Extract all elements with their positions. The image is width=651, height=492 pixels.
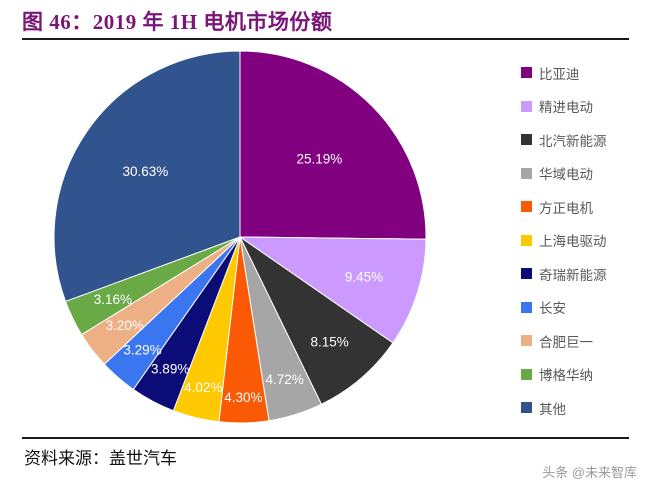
- legend-item[interactable]: 博格华纳: [521, 358, 645, 392]
- legend-item-label: 上海电驱动: [539, 234, 607, 250]
- legend-item[interactable]: 合肥巨一: [521, 324, 645, 358]
- legend-item[interactable]: 比亚迪: [521, 56, 645, 90]
- pie-slice-label: 3.20%: [106, 318, 144, 333]
- legend-color-swatch: [521, 402, 532, 414]
- pie-slice-label: 4.30%: [224, 390, 262, 405]
- legend-item[interactable]: 上海电驱动: [521, 224, 645, 258]
- legend-item[interactable]: 长安: [521, 291, 645, 325]
- legend-item-label: 奇瑞新能源: [539, 267, 607, 283]
- legend-color-swatch: [521, 368, 532, 380]
- legend-color-swatch: [521, 167, 532, 179]
- legend-item-label: 方正电机: [539, 200, 593, 216]
- legend-item-label: 华域电动: [539, 167, 593, 183]
- title-divider: [22, 38, 629, 40]
- chart-legend: 比亚迪精进电动北汽新能源华域电动方正电机上海电驱动奇瑞新能源长安合肥巨一博格华纳…: [521, 56, 645, 425]
- pie-slice-label: 3.29%: [123, 342, 161, 357]
- legend-color-swatch: [521, 67, 532, 79]
- legend-color-swatch: [521, 201, 532, 213]
- pie-slice[interactable]: [238, 235, 394, 405]
- legend-item[interactable]: 其他: [521, 391, 645, 425]
- watermark: 头条 @未来智库: [542, 465, 637, 480]
- pie-labels-group: 25.19% 9.45% 8.15% 4.72%4.30%4.02% 3.89% 3.29…: [94, 152, 383, 405]
- pie-slice[interactable]: [239, 50, 427, 240]
- legend-item-label: 其他: [539, 401, 566, 417]
- pie-slice-label: 9.45%: [345, 270, 383, 285]
- pie-slice-label: 3.89%: [151, 361, 189, 376]
- legend-item[interactable]: 华域电动: [521, 157, 645, 191]
- legend-color-swatch: [521, 301, 532, 313]
- pie-slice-label: 3.16%: [94, 292, 132, 307]
- legend-color-swatch: [521, 268, 532, 280]
- pie-slice-label: 4.72%: [265, 372, 303, 387]
- legend-item-label: 合肥巨一: [539, 334, 593, 350]
- legend-color-swatch: [521, 134, 532, 146]
- pie-slice[interactable]: [238, 236, 427, 344]
- legend-item-label: 比亚迪: [539, 66, 580, 82]
- legend-color-swatch: [521, 234, 532, 246]
- legend-item-label: 北汽新能源: [539, 133, 607, 149]
- pie-chart-plot-area: 25.19% 9.45% 8.15% 4.72% 4.30% 4.02% 3.89% 3.29…: [30, 42, 490, 438]
- page-title: 图 46：2019 年 1H 电机市场份额: [22, 10, 333, 34]
- legend-item-label: 博格华纳: [539, 368, 593, 384]
- legend-item[interactable]: 精进电动: [521, 90, 645, 124]
- legend-color-swatch: [521, 100, 532, 112]
- legend-item-label: 精进电动: [539, 100, 593, 116]
- pie-chart-svg: 25.19% 9.45% 8.15% 4.72%4.30%4.02% 3.89% 3.29…: [53, 50, 427, 424]
- pie-slice-label: 4.02%: [184, 380, 222, 395]
- source-note: 资料来源：盖世汽车: [24, 449, 177, 468]
- pie-slice-label: 25.19%: [297, 152, 343, 167]
- legend-item[interactable]: 奇瑞新能源: [521, 257, 645, 291]
- footer-divider: [22, 437, 629, 439]
- pie-slice-label: 30.63%: [123, 164, 169, 179]
- pie-slice[interactable]: [53, 50, 241, 303]
- legend-item-label: 长安: [539, 301, 566, 317]
- pie-slice-label: 8.15%: [310, 335, 348, 350]
- legend-color-swatch: [521, 335, 532, 347]
- pie-slices-group: [53, 50, 427, 424]
- legend-item[interactable]: 北汽新能源: [521, 123, 645, 157]
- legend-item[interactable]: 方正电机: [521, 190, 645, 224]
